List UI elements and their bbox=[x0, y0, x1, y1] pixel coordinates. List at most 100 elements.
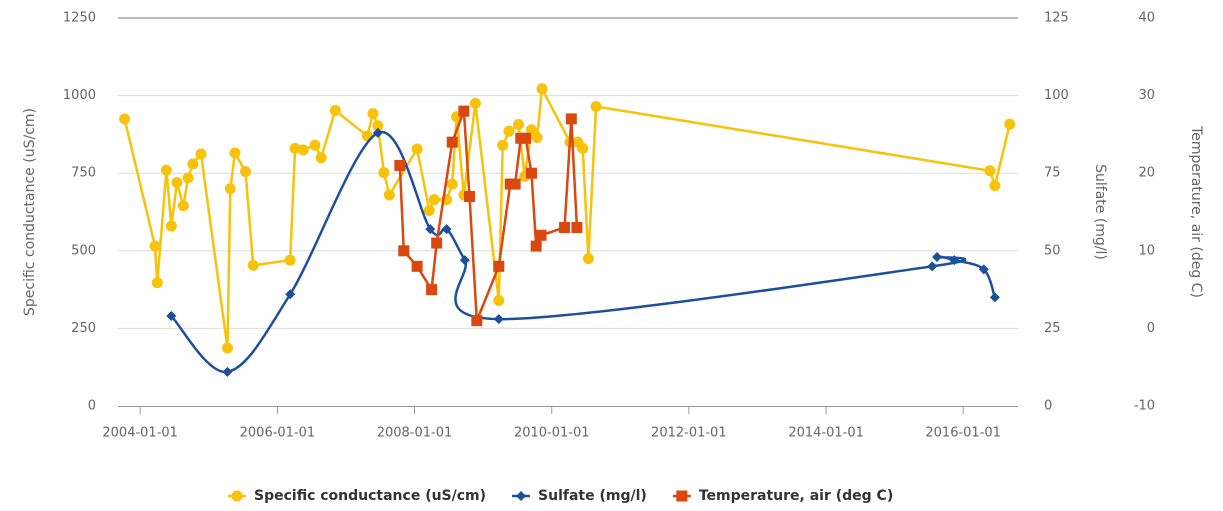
legend-label: Temperature, air (deg C) bbox=[699, 488, 893, 504]
point bbox=[425, 224, 436, 235]
point bbox=[284, 254, 296, 266]
point bbox=[383, 189, 395, 201]
point bbox=[590, 100, 602, 112]
point bbox=[531, 132, 543, 144]
point bbox=[372, 120, 384, 132]
legend-marker bbox=[676, 490, 688, 502]
y3-tick-label: -10 bbox=[1134, 399, 1155, 414]
point bbox=[446, 178, 458, 190]
point bbox=[171, 177, 183, 189]
point bbox=[535, 229, 547, 241]
point bbox=[431, 237, 443, 249]
legend-label: Sulfate (mg/l) bbox=[538, 488, 647, 504]
point bbox=[509, 178, 521, 190]
point bbox=[187, 158, 199, 170]
y2-tick-label: 100 bbox=[1044, 88, 1069, 103]
point bbox=[239, 166, 251, 178]
point bbox=[411, 143, 423, 155]
point bbox=[565, 113, 577, 125]
point bbox=[493, 314, 504, 325]
point bbox=[367, 108, 379, 120]
point bbox=[493, 260, 505, 272]
series bbox=[119, 83, 1016, 354]
point bbox=[315, 152, 327, 164]
legend-marker bbox=[231, 490, 243, 502]
y3-tick-label: 0 bbox=[1147, 321, 1155, 336]
y2-tick-label: 0 bbox=[1044, 399, 1052, 414]
point bbox=[927, 261, 938, 272]
y-tick-label: 0 bbox=[88, 399, 96, 414]
point bbox=[493, 294, 505, 306]
point bbox=[989, 180, 1001, 192]
point bbox=[536, 83, 548, 95]
point bbox=[372, 127, 383, 138]
point bbox=[978, 264, 989, 275]
point bbox=[378, 167, 390, 179]
point bbox=[989, 292, 1000, 303]
y-tick-label: 1250 bbox=[63, 11, 96, 26]
point bbox=[525, 167, 537, 179]
point bbox=[309, 139, 321, 151]
point bbox=[149, 240, 161, 252]
legend-marker bbox=[516, 491, 527, 501]
point bbox=[582, 253, 594, 265]
x-tick-label: 2016-01-01 bbox=[925, 426, 1001, 441]
point bbox=[441, 224, 452, 235]
series bbox=[166, 127, 1000, 377]
point bbox=[571, 222, 583, 234]
point bbox=[577, 142, 589, 154]
point bbox=[426, 284, 438, 296]
y3-tick-label: 30 bbox=[1138, 88, 1155, 103]
point bbox=[247, 259, 259, 271]
y-tick-label: 250 bbox=[71, 321, 96, 336]
point bbox=[530, 240, 542, 252]
point bbox=[285, 289, 296, 300]
x-tick-label: 2006-01-01 bbox=[240, 426, 316, 441]
y-tick-label: 1000 bbox=[63, 88, 96, 103]
y-axis-title: Specific conductance (uS/cm) bbox=[22, 108, 38, 316]
point bbox=[469, 97, 481, 109]
y2-axis-title: Sulfate (mg/l) bbox=[1092, 164, 1108, 260]
x-tick-label: 2004-01-01 bbox=[102, 426, 178, 441]
point bbox=[229, 147, 241, 159]
point bbox=[459, 255, 470, 266]
point bbox=[151, 277, 163, 289]
legend-label: Specific conductance (uS/cm) bbox=[254, 488, 486, 504]
point bbox=[428, 194, 440, 206]
point bbox=[221, 342, 233, 354]
legend: Specific conductance (uS/cm) Sulfate (mg/… bbox=[228, 488, 893, 504]
point bbox=[411, 260, 423, 272]
point bbox=[1004, 118, 1016, 130]
x-tick-label: 2014-01-01 bbox=[788, 426, 864, 441]
point bbox=[458, 105, 470, 117]
point bbox=[394, 159, 406, 171]
point bbox=[165, 220, 177, 232]
point bbox=[119, 113, 131, 125]
point bbox=[559, 222, 571, 234]
y3-tick-label: 20 bbox=[1138, 166, 1155, 181]
point bbox=[497, 139, 509, 151]
point bbox=[984, 165, 996, 177]
y2-tick-label: 25 bbox=[1044, 321, 1061, 336]
point bbox=[160, 164, 172, 176]
y2-tick-label: 75 bbox=[1044, 166, 1061, 181]
x-tick-label: 2008-01-01 bbox=[377, 426, 453, 441]
point bbox=[195, 148, 207, 160]
point bbox=[222, 366, 233, 377]
y2-tick-label: 50 bbox=[1044, 243, 1061, 258]
point bbox=[513, 118, 525, 130]
point bbox=[464, 190, 476, 202]
y-tick-label: 500 bbox=[71, 243, 96, 258]
y3-tick-label: 40 bbox=[1138, 11, 1155, 26]
point bbox=[423, 204, 435, 216]
point bbox=[446, 136, 458, 148]
point bbox=[949, 255, 960, 266]
y3-axis-title: Temperature, air (deg C) bbox=[1188, 125, 1204, 298]
point bbox=[329, 104, 341, 116]
y-tick-label: 750 bbox=[71, 166, 96, 181]
series bbox=[394, 105, 583, 327]
point bbox=[166, 310, 177, 321]
y3-tick-label: 10 bbox=[1138, 243, 1155, 258]
point bbox=[177, 200, 189, 212]
